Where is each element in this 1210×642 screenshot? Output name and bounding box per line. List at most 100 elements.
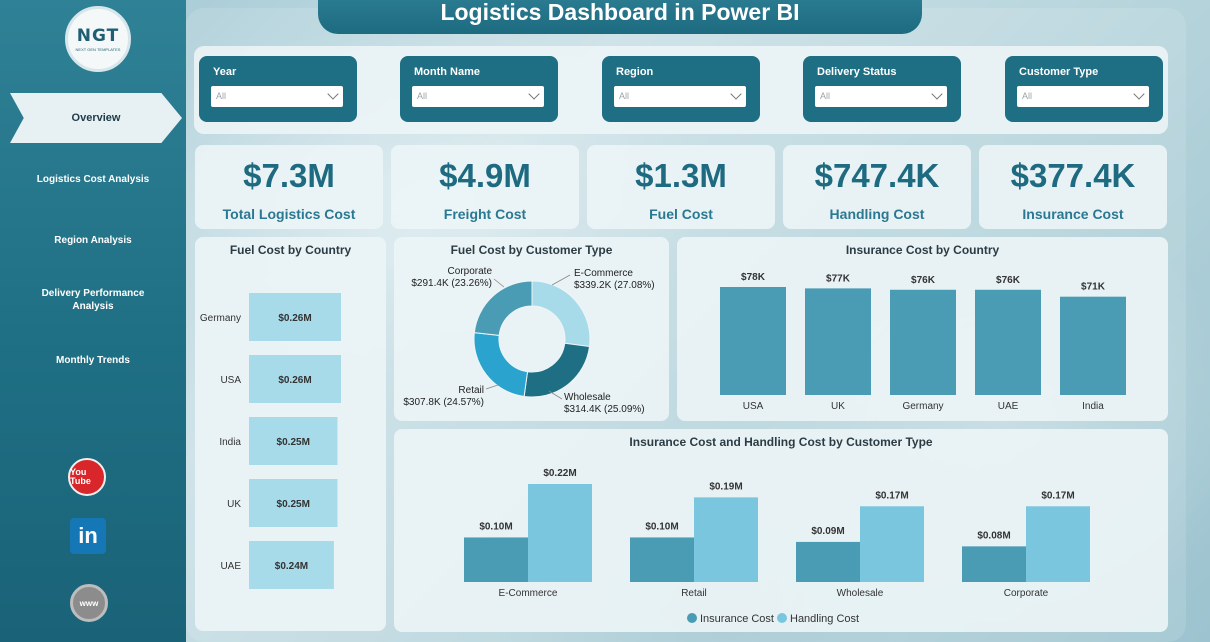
insurance-handling-by-customer-type-chart: $0.10M $0.22M E-Commerce $0.10M $0.19M Retail… [464, 468, 1090, 625]
nav-item-monthly-trends[interactable]: Monthly Trends [56, 355, 130, 366]
tick-label: Germany [200, 313, 241, 324]
slice-name-label: Retail [458, 385, 484, 396]
slicer-label: Year [213, 66, 237, 78]
kpi-handling-cost: $747.4K Handling Cost [783, 145, 971, 229]
logo-text: NGT [76, 26, 120, 46]
kpi-fuel-cost: $1.3M Fuel Cost [587, 145, 775, 229]
bar-usa [720, 287, 786, 395]
bar-insurance-cost-corporate [962, 546, 1026, 582]
slicer-month-name: Month Name All [400, 56, 558, 122]
nav-item-logistics-cost-analysis[interactable]: Logistics Cost Analysis [36, 174, 150, 185]
tick-label: USA [743, 401, 764, 412]
kpi-label: Handling Cost [829, 206, 925, 222]
month-name-dropdown[interactable]: All [412, 86, 544, 107]
slice-name-label: Corporate [448, 266, 493, 277]
dropdown-value: All [1022, 91, 1033, 101]
bar-insurance-cost-wholesale [796, 541, 860, 582]
data-label: $0.25M [277, 437, 310, 448]
kpi-insurance-cost: $377.4K Insurance Cost [979, 145, 1167, 229]
data-label: $0.17M [1041, 490, 1074, 501]
region-dropdown[interactable]: All [614, 86, 746, 107]
kpi-label: Insurance Cost [1022, 206, 1124, 222]
fuel-cost-by-customer-type-card: Fuel Cost by Customer Type E-Commerce $33… [394, 237, 669, 421]
slicer-label: Region [616, 66, 654, 78]
chevron-down-icon [327, 88, 339, 100]
sidebar: NGT NEXT GEN TEMPLATES Overview Logistic… [0, 0, 186, 642]
bar-insurance-cost-retail [630, 537, 694, 582]
bar-usa [249, 355, 341, 403]
data-label: $0.24M [275, 561, 308, 572]
logo-subtext: NEXT GEN TEMPLATES [75, 47, 121, 52]
data-label: $0.17M [875, 490, 908, 501]
kpi-total-logistics-cost: $7.3M Total Logistics Cost [195, 145, 383, 229]
youtube-icon[interactable]: You Tube [68, 458, 106, 496]
bar-handling-cost-corporate [1026, 506, 1090, 582]
bar-germany [890, 289, 956, 395]
bar-insurance-cost-e-commerce [464, 537, 528, 582]
nav-item-delivery-performance-analysis[interactable]: Delivery Performance Analysis [41, 288, 145, 312]
linkedin-icon[interactable]: in [70, 518, 106, 554]
leader-line [485, 384, 499, 390]
kpi-label: Fuel Cost [649, 206, 713, 222]
linkedin-icon-text: in [78, 523, 98, 548]
fuel-cost-by-country-card: Fuel Cost by Country Germany $0.26M USA $0.… [195, 237, 386, 631]
data-label: $0.19M [709, 481, 742, 492]
data-label: $0.09M [811, 526, 844, 537]
nav-item-overview[interactable]: Overview [10, 93, 182, 143]
legend-marker [687, 613, 697, 623]
bar-handling-cost-retail [694, 497, 758, 582]
slice-name-label: E-Commerce [574, 268, 633, 279]
nav-item-label: Overview [71, 112, 121, 124]
year-dropdown[interactable]: All [211, 86, 343, 107]
data-label: $77K [826, 273, 851, 284]
data-label: $71K [1081, 282, 1106, 293]
data-label: $0.10M [479, 521, 512, 532]
tick-label: UK [831, 401, 845, 412]
delivery-status-dropdown[interactable]: All [815, 86, 947, 107]
data-label: $78K [741, 272, 766, 283]
slice-corporate [473, 280, 533, 336]
slicer-delivery-status: Delivery Status All [803, 56, 961, 122]
tick-label: India [219, 437, 241, 448]
chart-title: Fuel Cost by Customer Type [450, 243, 613, 257]
data-label: $0.10M [645, 521, 678, 532]
kpi-value: $4.9M [439, 157, 531, 194]
tick-label: UAE [220, 561, 241, 572]
slicer-year: Year All [199, 56, 357, 122]
data-label: $0.26M [278, 313, 311, 324]
kpi-label: Freight Cost [443, 206, 527, 222]
bar-germany [249, 293, 341, 341]
dropdown-value: All [417, 91, 428, 101]
kpi-value: $1.3M [635, 157, 727, 194]
slice-value-label: $307.8K (24.57%) [403, 397, 484, 408]
data-label: $0.08M [977, 530, 1010, 541]
slicer-label: Customer Type [1019, 66, 1099, 78]
company-logo: NGT NEXT GEN TEMPLATES [65, 6, 131, 72]
slice-wholesale [523, 342, 591, 398]
slice-value-label: $291.4K (23.26%) [411, 278, 492, 289]
data-label: $0.22M [543, 468, 576, 479]
bar-india [249, 417, 338, 465]
chevron-down-icon [528, 88, 540, 100]
kpi-label: Total Logistics Cost [222, 206, 356, 222]
bar-uae [249, 541, 334, 589]
insurance-cost-by-country-chart: $78K USA $77K UK $76K Germany $76K UAE $71K India [720, 272, 1126, 412]
fuel-cost-by-customer-type-chart: E-Commerce$339.2K (27.08%) Wholesale$314.… [403, 266, 655, 415]
insurance-cost-by-country-card: Insurance Cost by Country $78K USA $77K UK $… [677, 237, 1168, 421]
tick-label: UAE [998, 401, 1019, 412]
tick-label: Corporate [1004, 588, 1049, 599]
tick-label: E-Commerce [499, 588, 558, 599]
slice-value-label: $339.2K (27.08%) [574, 280, 655, 291]
globe-icon[interactable]: www [70, 584, 108, 622]
dropdown-value: All [619, 91, 630, 101]
leader-line [548, 390, 563, 400]
slicer-label: Month Name [414, 66, 480, 78]
chart-title: Fuel Cost by Country [229, 243, 352, 257]
nav-item-region-analysis[interactable]: Region Analysis [54, 235, 132, 246]
data-label: $76K [911, 275, 936, 286]
leader-line [493, 278, 505, 288]
tick-label: Retail [681, 588, 707, 599]
globe-icon-text: www [79, 598, 99, 608]
customer-type-dropdown[interactable]: All [1017, 86, 1149, 107]
bar-uk [249, 479, 338, 527]
